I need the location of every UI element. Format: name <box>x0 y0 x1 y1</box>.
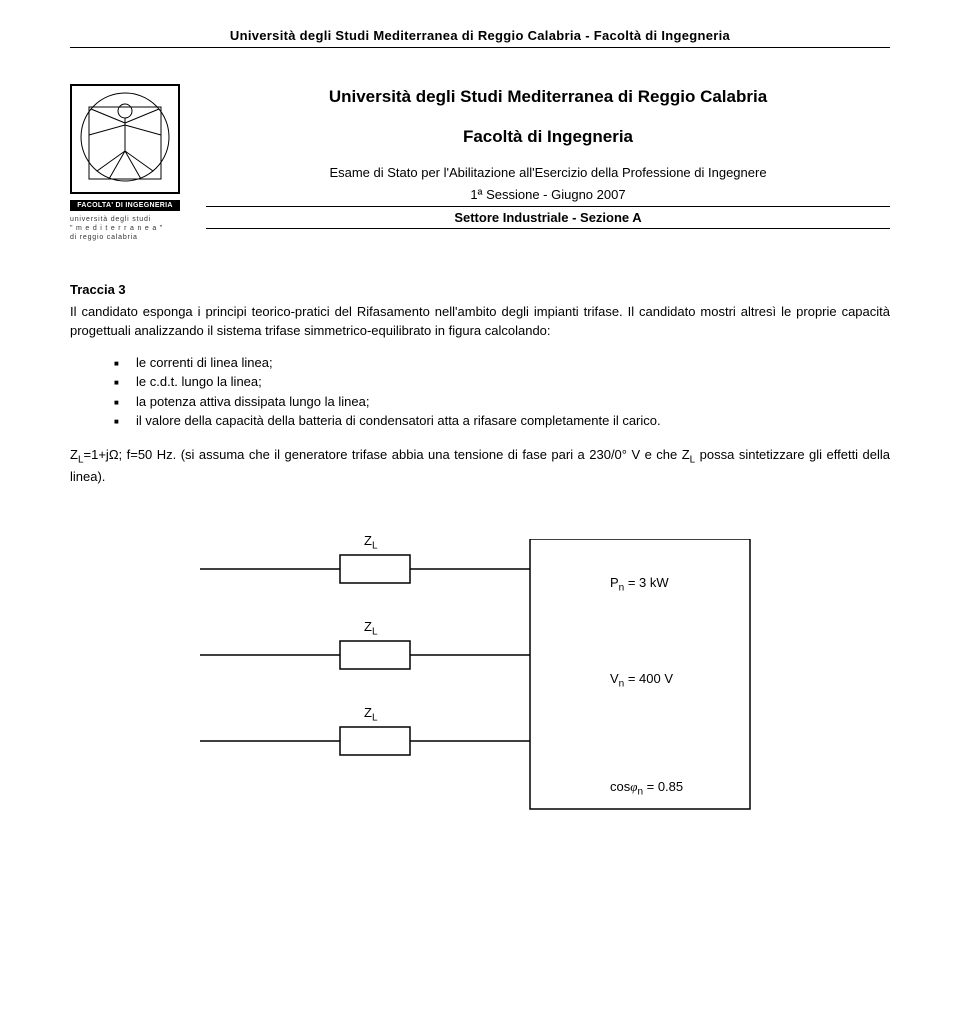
title-block: FACOLTA' DI INGEGNERIA università degli … <box>70 84 890 242</box>
zl-label-1: ZL <box>364 533 378 552</box>
traccia-heading: Traccia 3 <box>70 280 890 300</box>
vitruvian-logo <box>70 84 180 194</box>
paragraph-1: Il candidato esponga i principi teorico-… <box>70 302 890 341</box>
uni-small-1: università degli studi <box>70 215 190 224</box>
bullet-2: le c.d.t. lungo la linea; <box>114 372 890 392</box>
title-line1: Università degli Studi Mediterranea di R… <box>206 84 890 110</box>
uni-small-3: di reggio calabria <box>70 233 190 242</box>
page-header: Università degli Studi Mediterranea di R… <box>70 28 890 48</box>
faculty-banner: FACOLTA' DI INGEGNERIA <box>70 200 180 211</box>
sector-line: Settore Industriale - Sezione A <box>206 206 890 229</box>
exam-line1: Esame di Stato per l'Abilitazione all'Es… <box>206 163 890 183</box>
load-cosphi: cosφn = 0.85 <box>610 779 683 798</box>
bullet-3: la potenza attiva dissipata lungo la lin… <box>114 392 890 412</box>
body-content: Traccia 3 Il candidato esponga i princip… <box>70 280 890 487</box>
bullet-list: le correnti di linea linea; le c.d.t. lu… <box>70 353 890 431</box>
zl-label-3: ZL <box>364 705 378 724</box>
paragraph-2: ZL=1+jΩ; f=50 Hz. (si assuma che il gene… <box>70 445 890 487</box>
load-power: Pn = 3 kW <box>610 575 669 594</box>
bullet-4: il valore della capacità della batteria … <box>114 411 890 431</box>
load-voltage: Vn = 400 V <box>610 671 673 690</box>
uni-small-2: " m e d i t e r r a n e a " <box>70 224 190 233</box>
circuit-diagram: ZL ZL ZL Pn = 3 kW Vn = 400 V cosφn = 0.… <box>70 539 890 819</box>
vitruvian-icon <box>75 89 175 189</box>
diagram-svg <box>70 539 890 819</box>
bullet-1: le correnti di linea linea; <box>114 353 890 373</box>
title-line2: Facoltà di Ingegneria <box>206 124 890 150</box>
title-column: Università degli Studi Mediterranea di R… <box>206 84 890 229</box>
exam-line2: 1ª Sessione - Giugno 2007 <box>206 185 890 205</box>
logo-column: FACOLTA' DI INGEGNERIA università degli … <box>70 84 190 242</box>
zl-label-2: ZL <box>364 619 378 638</box>
